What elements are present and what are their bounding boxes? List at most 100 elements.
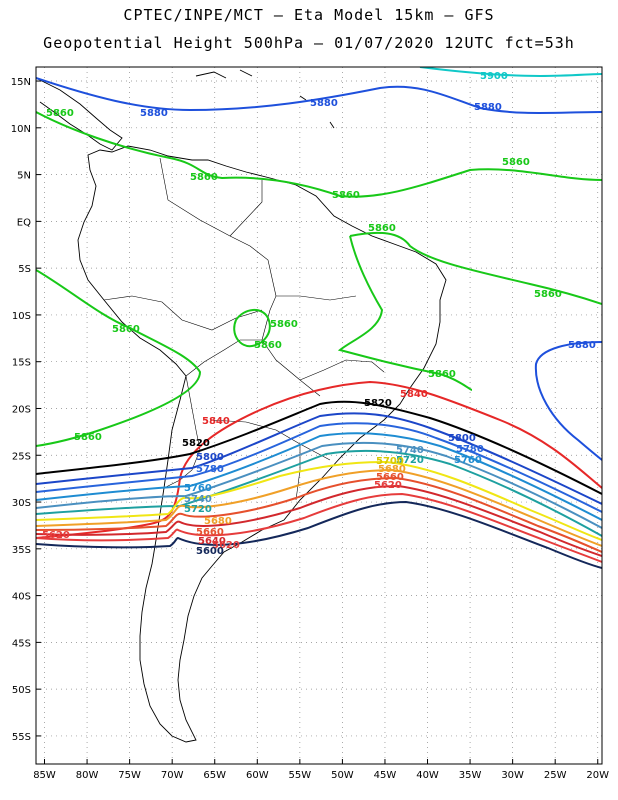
lon-label: 40W <box>416 770 439 781</box>
lon-label: 30W <box>501 770 524 781</box>
lat-label: 30S <box>12 498 31 509</box>
latitude-labels: 15N 10N 5N EQ 5S 10S 15S 20S 25S 30S 35S 40S 45S 50S 5… <box>11 77 31 743</box>
lat-label: 5N <box>17 171 31 182</box>
map-title: CPTEC/INPE/MCT – Eta Model 15km – GFS <box>123 6 495 24</box>
label-5620-a: 5620 <box>42 530 70 541</box>
contour-5860-loop <box>233 309 271 348</box>
label-5860-c: 5860 <box>332 190 360 201</box>
lat-label: 50S <box>12 685 31 696</box>
label-5640: 5640 <box>198 536 226 547</box>
contour-5680 <box>36 468 602 547</box>
lat-label: 15N <box>11 77 31 88</box>
lat-label: 5S <box>18 264 31 275</box>
label-5740-a: 5740 <box>396 445 424 456</box>
label-5860-g: 5860 <box>112 324 140 335</box>
contour-5660 <box>36 476 602 553</box>
contour-5900 <box>419 67 602 78</box>
lat-label: 25S <box>12 451 31 462</box>
lat-label: 10S <box>12 311 31 322</box>
lat-label: 35S <box>12 545 31 556</box>
label-5880-c: 5880 <box>474 102 502 113</box>
lon-label: 75W <box>118 770 141 781</box>
lat-label: 15S <box>12 358 31 369</box>
label-5740-b: 5740 <box>184 494 212 505</box>
label-5820-a: 5820 <box>364 398 392 409</box>
contour-5860-brazil <box>337 231 602 391</box>
lat-label: 45S <box>12 638 31 649</box>
label-5780: 5780 <box>456 444 484 455</box>
lat-label: 40S <box>12 592 31 603</box>
label-5860-i: 5860 <box>254 340 282 351</box>
label-5860-f: 5860 <box>534 289 562 300</box>
label-5880-d: 5880 <box>568 340 596 351</box>
label-5840-b: 5840 <box>202 416 230 427</box>
label-5880-a: 5880 <box>140 108 168 119</box>
label-5680-a: 5680 <box>204 516 232 527</box>
label-5660-a: 5660 <box>196 527 224 538</box>
contour-5740 <box>36 441 602 529</box>
contour-5800 <box>36 412 602 505</box>
label-5840-a: 5840 <box>400 389 428 400</box>
label-5860-a: 5860 <box>46 108 74 119</box>
label-5860-k: 5860 <box>74 432 102 443</box>
lat-label: 55S <box>12 732 31 743</box>
south-america-coastline <box>77 145 447 743</box>
contour-5720 <box>36 449 602 537</box>
label-5900: 5900 <box>480 71 508 82</box>
contour-5880-east <box>534 341 602 461</box>
country-borders <box>103 157 385 501</box>
lat-label: 10N <box>11 124 31 135</box>
label-5620-b: 5620 <box>212 540 240 551</box>
label-5760-a: 5760 <box>454 455 482 466</box>
contour-5700 <box>36 460 602 541</box>
label-5600: 5600 <box>196 546 224 557</box>
contour-5640 <box>36 484 602 557</box>
contour-5860-central <box>36 269 202 447</box>
height-contours <box>36 67 602 569</box>
label-5860-j: 5860 <box>428 369 456 380</box>
label-5760-b: 5760 <box>184 483 212 494</box>
contour-labels: 5900 5880 5880 5880 5880 5860 5860 5860 … <box>42 71 596 557</box>
contour-5880 <box>36 77 602 114</box>
label-5700: 5700 <box>376 456 404 467</box>
label-5860-d: 5860 <box>502 157 530 168</box>
label-5820-b: 5820 <box>182 438 210 449</box>
contour-5840 <box>36 380 602 539</box>
map-subtitle: Geopotential Height 500hPa – 01/07/2020 … <box>43 34 575 52</box>
label-5860-e: 5860 <box>368 223 396 234</box>
lon-label: 85W <box>33 770 56 781</box>
lon-label: 60W <box>246 770 269 781</box>
contour-5600 <box>36 500 602 569</box>
label-5720-a: 5720 <box>396 455 424 466</box>
lon-label: 80W <box>76 770 99 781</box>
contour-5620 <box>36 492 602 563</box>
label-5800-a: 5800 <box>196 452 224 463</box>
lat-lon-grid <box>36 67 602 764</box>
label-5680-b: 5680 <box>378 464 406 475</box>
contour-5780 <box>36 422 602 513</box>
longitude-labels: 85W 80W 75W 70W 65W 60W 55W 50W 45W 40W 35W 30W 25W 2… <box>33 770 609 781</box>
lat-label: EQ <box>17 217 31 228</box>
label-5880-b: 5880 <box>310 98 338 109</box>
contour-5760 <box>36 432 602 521</box>
lon-label: 70W <box>161 770 184 781</box>
lon-label: 45W <box>374 770 397 781</box>
lon-label: 55W <box>289 770 312 781</box>
lat-label: 20S <box>12 404 31 415</box>
map-frame <box>35 66 603 765</box>
label-5620-c: 5620 <box>374 480 402 491</box>
lon-label: 50W <box>331 770 354 781</box>
label-5720-b: 5720 <box>184 504 212 515</box>
label-5800-b: 5800 <box>448 433 476 444</box>
lon-label: 65W <box>203 770 226 781</box>
caribbean-islands <box>195 69 335 129</box>
lon-label: 35W <box>459 770 482 781</box>
label-5780-b: 5780 <box>196 464 224 475</box>
contour-5860 <box>36 111 602 198</box>
label-5860-h: 5860 <box>270 319 298 330</box>
lon-label: 20W <box>586 770 609 781</box>
label-5660-b: 5660 <box>376 472 404 483</box>
axis-ticks <box>36 80 599 764</box>
contour-5820 <box>36 400 602 495</box>
